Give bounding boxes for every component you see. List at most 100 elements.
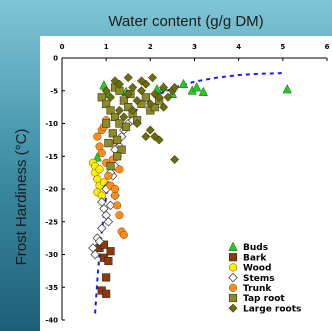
y-axis-title: Frost Hardiness (°C)	[13, 129, 30, 266]
data-point	[97, 223, 107, 233]
y-tick-label: -5	[50, 87, 58, 95]
legend-label: Wood	[243, 264, 271, 274]
data-point	[101, 86, 111, 96]
data-point	[170, 154, 180, 165]
data-point	[154, 92, 164, 102]
series-bark	[95, 240, 115, 298]
data-point	[108, 129, 117, 138]
series-large-roots	[101, 73, 180, 165]
legend-marker	[228, 253, 238, 262]
fit-curve	[94, 72, 283, 314]
data-point	[117, 145, 126, 154]
data-point	[94, 236, 105, 247]
data-point	[132, 96, 142, 106]
data-point	[141, 93, 150, 102]
data-point	[114, 105, 124, 115]
legend-marker	[228, 263, 238, 272]
data-point	[104, 139, 113, 148]
legend-label: Tap root	[243, 294, 285, 304]
data-point	[159, 82, 169, 93]
y-tick-label: 0	[53, 55, 58, 63]
data-point	[92, 152, 102, 162]
data-point	[113, 201, 122, 210]
data-point	[113, 152, 122, 161]
data-point	[145, 125, 155, 135]
data-point	[141, 132, 151, 142]
data-point	[150, 89, 160, 99]
legend-marker	[228, 241, 238, 251]
legend-marker	[228, 293, 238, 303]
y-tick-label: -20	[45, 186, 58, 194]
legend-marker	[228, 283, 238, 292]
data-points	[88, 73, 292, 298]
data-point	[121, 122, 131, 131]
data-point	[147, 73, 158, 83]
plot-panel	[40, 36, 332, 331]
x-tick-label: 3	[192, 43, 197, 51]
data-point	[103, 217, 114, 227]
data-point	[106, 162, 115, 171]
x-tick-label: 2	[148, 43, 153, 51]
plot-area: 0 1 2 3 4 5 6 0 -5 -10 -15 -20 -25 -30 -35 -40 BudsBar…	[45, 43, 329, 325]
data-point	[136, 86, 147, 96]
data-point	[97, 93, 106, 102]
y-tick-label: -40	[45, 317, 58, 325]
data-point	[119, 230, 128, 239]
legend-label: Stems	[243, 274, 275, 284]
data-point	[123, 73, 133, 83]
data-point	[102, 119, 111, 128]
x-tick-label: 4	[236, 43, 241, 51]
data-point	[192, 82, 202, 92]
y-tick-label: -15	[45, 153, 58, 161]
data-point	[115, 165, 124, 174]
data-point	[128, 82, 138, 93]
data-point	[102, 273, 111, 282]
data-point	[123, 89, 133, 99]
fit-curve-line	[94, 72, 283, 314]
data-point	[159, 102, 169, 112]
y-tick-label: -35	[45, 284, 58, 292]
data-point	[119, 96, 128, 105]
series-buds	[92, 78, 292, 162]
data-point	[104, 257, 113, 266]
y-tick-label: -25	[45, 218, 58, 226]
data-point	[113, 135, 122, 144]
data-point	[170, 82, 180, 93]
data-point	[110, 184, 120, 194]
data-point	[132, 118, 142, 129]
data-point	[105, 200, 116, 211]
legend-label: Large roots	[243, 304, 301, 314]
data-point	[95, 165, 104, 174]
data-point	[102, 289, 111, 298]
data-point	[104, 171, 113, 180]
data-point	[119, 112, 129, 122]
legend-label: Bark	[243, 253, 267, 263]
data-point	[114, 79, 124, 89]
y-tick-label: -10	[45, 120, 58, 128]
x-tick-label: 0	[60, 43, 65, 51]
legend-label: Buds	[243, 243, 268, 253]
y-axis-ticks: 0 -5 -10 -15 -20 -25 -30 -35 -40	[45, 55, 65, 325]
legend-label: Trunk	[243, 284, 272, 294]
data-point	[106, 247, 115, 256]
data-point	[93, 132, 102, 141]
legend-marker	[228, 303, 238, 313]
data-point	[198, 86, 208, 96]
data-point	[163, 92, 173, 102]
x-tick-label: 5	[280, 43, 285, 51]
legend-marker	[228, 272, 238, 283]
data-point	[106, 92, 116, 102]
data-point	[154, 135, 164, 145]
data-point	[97, 148, 106, 158]
x-tick-label: 1	[104, 43, 109, 51]
data-point	[110, 112, 120, 122]
data-point	[178, 78, 189, 89]
data-point	[90, 249, 100, 260]
data-point	[282, 84, 292, 94]
data-point	[102, 99, 111, 108]
data-point	[128, 105, 138, 115]
data-point	[106, 106, 115, 115]
